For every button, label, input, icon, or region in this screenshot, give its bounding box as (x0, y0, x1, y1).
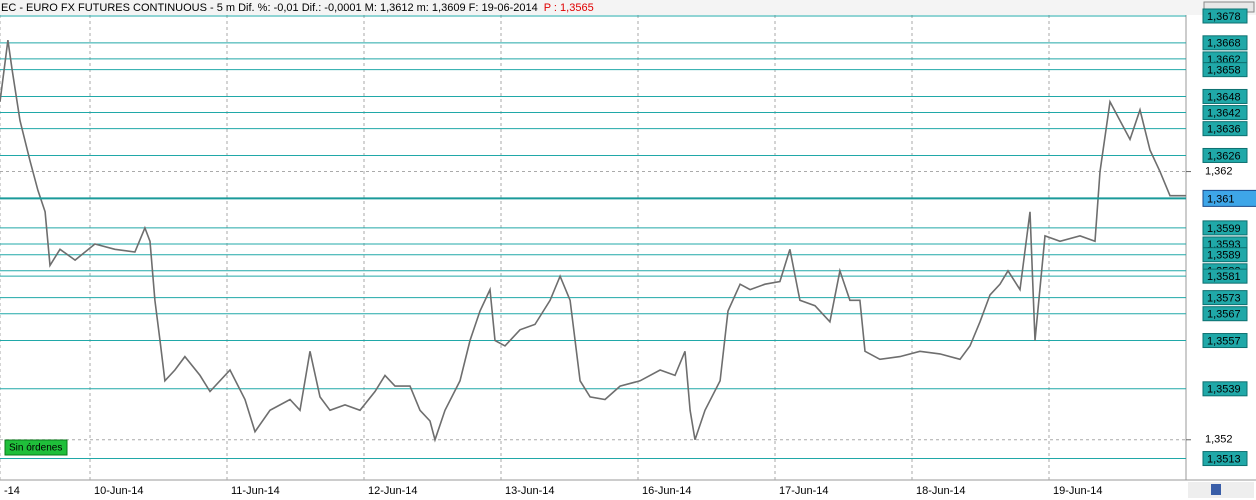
level-label: 1,3599 (1207, 223, 1241, 235)
y-tick-label: 1,352 (1205, 434, 1233, 446)
level-tag (1202, 62, 1248, 78)
level-label: 1,3678 (1207, 11, 1241, 23)
level-label: 1,3589 (1207, 250, 1241, 262)
level-label: 1,3668 (1207, 38, 1241, 50)
header-bar (0, 0, 1256, 15)
level-tag (1202, 381, 1248, 397)
level-label: 1,3642 (1207, 107, 1241, 119)
x-tick-label: -14 (4, 485, 20, 497)
level-tag (1202, 290, 1248, 306)
header-price: P : 1,3565 (544, 2, 594, 14)
level-label: 1,3557 (1207, 335, 1241, 347)
orders-badge (4, 439, 68, 456)
x-tick-label: 11-Jun-14 (231, 485, 280, 497)
level-label: 1,3648 (1207, 91, 1241, 103)
level-tag (1202, 105, 1248, 121)
level-tag (1202, 247, 1248, 263)
x-tick-label: 18-Jun-14 (916, 485, 966, 497)
level-label: 1,3567 (1207, 309, 1241, 321)
orders-label: Sin órdenes (9, 443, 62, 454)
header-text: EC - EURO FX FUTURES CONTINUOUS - 5 m Di… (1, 2, 538, 14)
y-tick-label: 1,362 (1205, 165, 1233, 177)
level-label: 1,3513 (1207, 453, 1241, 465)
x-tick-label: 12-Jun-14 (368, 485, 418, 497)
level-tag (1202, 147, 1248, 163)
level-label: 1,3539 (1207, 384, 1241, 396)
level-tag (1202, 306, 1248, 322)
header: EC - EURO FX FUTURES CONTINUOUS - 5 m Di… (1, 2, 594, 14)
level-tag (1202, 35, 1248, 51)
x-tick-label: 17-Jun-14 (779, 485, 829, 497)
level-tag (1202, 88, 1248, 104)
level-label: 1,3573 (1207, 293, 1241, 305)
x-tick-label: 10-Jun-14 (94, 485, 144, 497)
level-tag (1202, 268, 1248, 284)
level-label: 1,3626 (1207, 150, 1241, 162)
level-tag (1202, 121, 1248, 137)
level-tag (1202, 8, 1248, 24)
price-line (0, 39, 1186, 443)
level-label: 1,3658 (1207, 65, 1241, 77)
x-tick-label: 19-Jun-14 (1053, 485, 1103, 497)
level-label: 1,3581 (1207, 271, 1241, 283)
level-tag (1202, 451, 1248, 467)
last-price-tag (1202, 189, 1256, 207)
plot: -14 10-Jun-14 11-Jun-14 12-Jun-14 13-Jun-14 1… (0, 8, 1256, 497)
last-price-label: 1,361 (1207, 193, 1235, 205)
level-tag (1202, 333, 1248, 349)
x-tick-label: 13-Jun-14 (505, 485, 555, 497)
level-tag (1202, 220, 1248, 236)
save-icon[interactable] (1211, 484, 1221, 495)
level-label: 1,3636 (1207, 124, 1241, 136)
x-tick-label: 16-Jun-14 (642, 485, 692, 497)
